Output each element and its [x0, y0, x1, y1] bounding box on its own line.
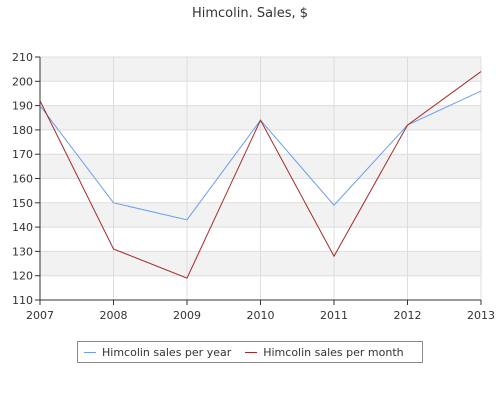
- legend-swatch-series-1: [84, 351, 96, 353]
- legend-item-series-1: Himcolin sales per year: [84, 346, 231, 359]
- y-tick-label: 110: [12, 294, 33, 307]
- y-tick-label: 150: [12, 197, 33, 210]
- y-tick-label: 160: [12, 173, 33, 186]
- chart-title: Himcolin. Sales, $: [192, 6, 308, 21]
- x-tick-label: 2007: [26, 309, 54, 322]
- x-tick-label: 2008: [100, 309, 128, 322]
- x-tick-labels: 2007 2008 2009 2010 2011 2012 2013: [26, 309, 495, 322]
- series-line-2: [39, 71, 482, 279]
- x-tick-label: 2013: [467, 309, 495, 322]
- y-tick-label: 170: [12, 148, 33, 161]
- series-lines: [39, 71, 482, 279]
- y-tick-label: 140: [12, 221, 33, 234]
- legend: Himcolin sales per year Himcolin sales p…: [77, 341, 423, 363]
- y-tick-label: 180: [12, 124, 33, 137]
- legend-item-series-2: Himcolin sales per month: [245, 345, 404, 359]
- legend-label-series-1: Himcolin sales per year: [102, 345, 232, 359]
- y-tick-label: 190: [12, 100, 33, 113]
- x-tick-label: 2010: [247, 309, 275, 322]
- y-tick-label: 120: [12, 270, 33, 283]
- x-tick-label: 2012: [394, 309, 422, 322]
- axes: [35, 56, 482, 305]
- y-tick-label: 200: [12, 75, 33, 88]
- legend-label-series-2: Himcolin sales per month: [263, 345, 404, 359]
- y-tick-labels: 110 120 130 140 150 160 170 180 190 200 210: [12, 51, 33, 307]
- x-tick-label: 2009: [173, 309, 201, 322]
- legend-swatch-series-2: [245, 351, 258, 353]
- x-tick-label: 2011: [320, 309, 348, 322]
- y-tick-label: 130: [12, 245, 33, 258]
- grid-lines: [39, 56, 482, 301]
- y-tick-label: 210: [12, 51, 33, 64]
